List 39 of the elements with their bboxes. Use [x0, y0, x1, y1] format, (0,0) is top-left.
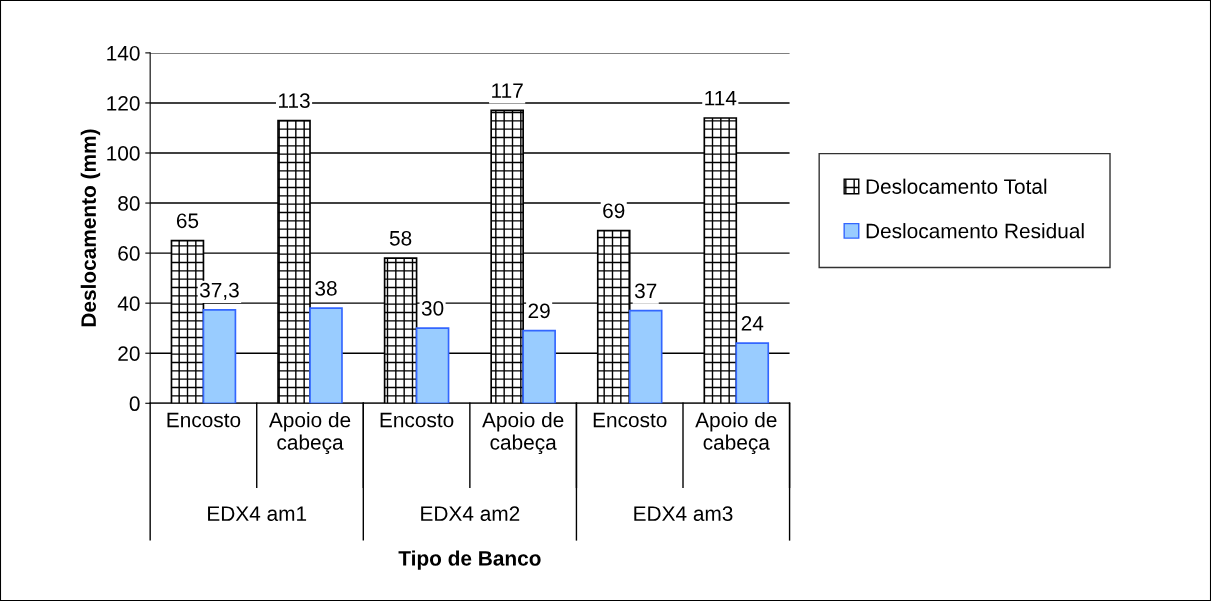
- x-tick-label: Encosto: [593, 412, 667, 428]
- data-label: 113: [279, 93, 310, 109]
- y-tick-label: 100: [107, 146, 140, 161]
- y-axis-title: Deslocamento (mm): [80, 129, 101, 327]
- data-label: 69: [603, 203, 625, 219]
- y-tick-label: 20: [118, 346, 140, 361]
- data-label: 117: [492, 83, 523, 98]
- data-label: 114: [705, 90, 737, 106]
- x-tick-label: Encosto: [380, 412, 454, 428]
- x-axis-title: Tipo de Banco: [398, 550, 541, 570]
- data-label: 24: [741, 316, 764, 331]
- text: EDX4 am3: [634, 506, 733, 521]
- y-tick-label: 140: [107, 45, 140, 61]
- data-label: 65: [176, 213, 199, 229]
- bar: [415, 327, 450, 404]
- data-label: 37: [634, 283, 657, 299]
- data-label: 58: [389, 230, 412, 246]
- legend-label: Deslocamento Residual: [866, 223, 1084, 239]
- y-tick-label: 0: [129, 396, 140, 412]
- data-label: 29: [528, 303, 550, 319]
- y-tick-label: 40: [117, 296, 140, 311]
- y-tick-label: 80: [118, 196, 140, 211]
- data-label: 37,3: [199, 282, 239, 300]
- text: EDX4 am2: [421, 506, 520, 521]
- data-label: 38: [315, 280, 337, 296]
- x-tick-label: Apoio de cabeça: [268, 412, 351, 454]
- x-tick-label: Apoio de cabeça: [482, 412, 564, 454]
- bar: [522, 329, 556, 404]
- y-tick-label: 60: [118, 246, 140, 261]
- x-tick-label: Apoio de cabeça: [695, 412, 777, 454]
- y-tick-label: 120: [107, 95, 140, 111]
- bar: [309, 307, 343, 404]
- bar: [628, 309, 663, 404]
- x-tick-label: Encosto: [167, 412, 241, 428]
- text: EDX4 am1: [208, 506, 307, 521]
- bar: [202, 309, 237, 404]
- data-label: 30: [421, 300, 444, 316]
- legend-label: Deslocamento Total: [866, 178, 1047, 194]
- bar: [735, 342, 770, 404]
